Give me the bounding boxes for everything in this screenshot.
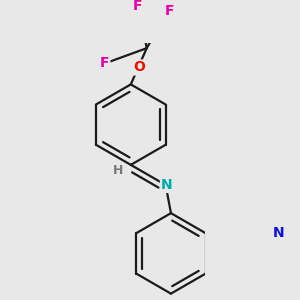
Text: F: F bbox=[100, 56, 110, 70]
Text: F: F bbox=[165, 4, 175, 18]
Text: N: N bbox=[161, 178, 172, 192]
Text: N: N bbox=[273, 226, 284, 240]
Text: O: O bbox=[133, 61, 145, 74]
Text: H: H bbox=[113, 164, 123, 177]
Text: F: F bbox=[133, 0, 142, 14]
